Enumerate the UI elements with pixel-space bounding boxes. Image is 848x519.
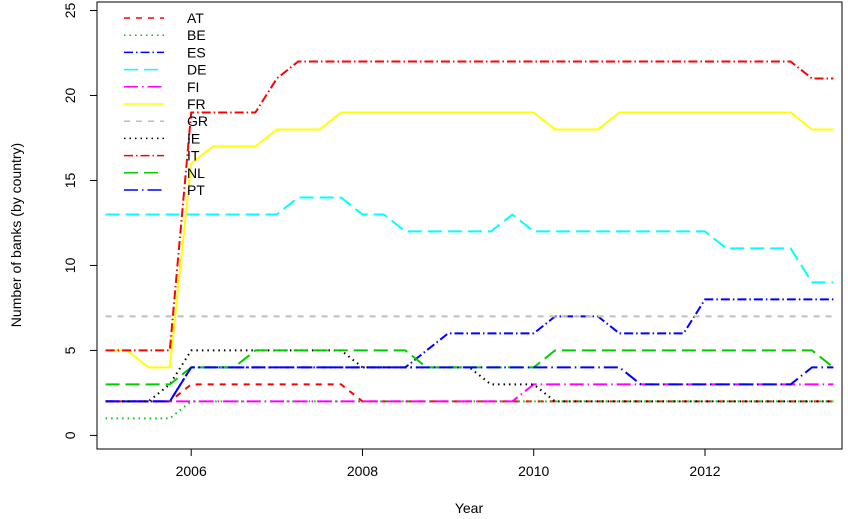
legend-item-ie: IE [124, 130, 200, 146]
legend-item-nl: NL [124, 165, 205, 181]
legend-label: ES [187, 44, 206, 60]
legend-item-fr: FR [124, 96, 206, 112]
plot-frame [96, 1, 843, 450]
x-tick-label: 2012 [689, 463, 720, 479]
y-tick-label: 0 [62, 431, 78, 439]
series-line-it [105, 60, 834, 352]
y-tick-label: 20 [62, 87, 78, 103]
x-tick-label: 2008 [347, 463, 378, 479]
legend-item-be: BE [124, 27, 206, 43]
legend-item-es: ES [124, 44, 206, 60]
series-line-at [105, 383, 834, 403]
series-line-fr [105, 111, 834, 369]
x-tick-label: 2010 [518, 463, 549, 479]
y-axis-label: Number of banks (by country) [8, 143, 24, 327]
y-tick-label: 5 [62, 346, 78, 354]
x-axis-label: Year [455, 500, 484, 516]
x-tick-label: 2006 [176, 463, 207, 479]
series-line-fi [105, 383, 834, 403]
y-tick-label: 25 [62, 3, 78, 19]
legend-label: FR [187, 96, 206, 112]
legend-label: BE [187, 27, 206, 43]
y-tick-label: 15 [62, 172, 78, 188]
y-tick-label: 10 [62, 257, 78, 273]
series-line-ie [105, 349, 834, 403]
legend-label: DE [187, 62, 206, 78]
legend-item-gr: GR [124, 113, 208, 129]
legend-item-pt: PT [124, 182, 205, 198]
legend-label: FI [187, 79, 199, 95]
series-line-be [105, 400, 834, 420]
series-line-pt [105, 366, 834, 403]
legend-label: NL [187, 165, 205, 181]
legend-label: AT [187, 10, 204, 26]
legend-label: GR [187, 113, 208, 129]
legend-item-at: AT [124, 10, 204, 26]
legend-label: IE [187, 130, 200, 146]
x-axis: 2006 2008 2010 2012 [176, 448, 721, 479]
legend-label: IT [187, 148, 200, 164]
legend-item-de: DE [124, 62, 206, 78]
legend-label: PT [187, 182, 205, 198]
y-axis: 0 5 10 15 20 25 [62, 3, 98, 439]
legend-item-fi: FI [124, 79, 199, 95]
series-line-de [105, 196, 834, 284]
series-layer [105, 60, 835, 420]
legend-item-it: IT [124, 148, 200, 164]
